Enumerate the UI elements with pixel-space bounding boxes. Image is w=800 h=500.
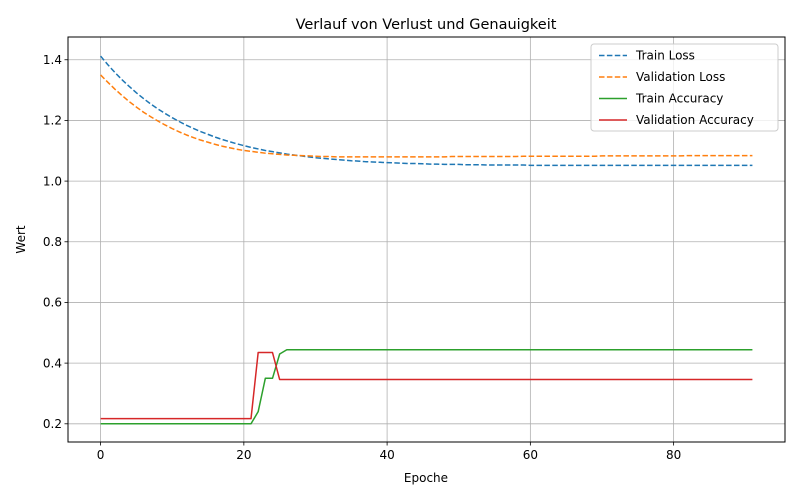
y-tick-label: 1.2 bbox=[43, 114, 62, 128]
y-tick-label: 0.6 bbox=[43, 296, 62, 310]
x-tick-label: 80 bbox=[666, 448, 681, 462]
chart-title: Verlauf von Verlust und Genauigkeit bbox=[296, 17, 557, 33]
x-tick-label: 60 bbox=[523, 448, 538, 462]
legend: Train Loss Validation Loss Train Accuracy V… bbox=[590, 43, 779, 132]
y-tick-label: 0.8 bbox=[43, 235, 62, 249]
legend-label: Validation Accuracy bbox=[636, 113, 754, 127]
series-line-train-loss bbox=[100, 55, 753, 167]
series-line-validation-accuracy bbox=[100, 351, 753, 420]
y-axis-label: Wert bbox=[14, 225, 28, 253]
x-tick-label: 20 bbox=[236, 448, 251, 462]
x-axis-label: Epoche bbox=[404, 471, 448, 485]
series-line-train-accuracy bbox=[100, 349, 753, 425]
y-tick-label: 1.4 bbox=[43, 53, 62, 67]
y-tick-label: 0.4 bbox=[43, 356, 62, 370]
legend-box bbox=[590, 43, 779, 132]
x-tick-label: 0 bbox=[97, 448, 105, 462]
y-tick-label: 0.2 bbox=[43, 417, 62, 431]
x-tick-label: 40 bbox=[379, 448, 394, 462]
legend-label: Train Accuracy bbox=[635, 92, 723, 106]
series-line-validation-loss bbox=[100, 74, 753, 158]
series-lines bbox=[100, 55, 753, 425]
legend-label: Validation Loss bbox=[636, 70, 725, 84]
plot-frame bbox=[67, 36, 786, 443]
y-tick-label: 1.0 bbox=[43, 174, 62, 188]
legend-label: Train Loss bbox=[635, 49, 695, 63]
axis-ticks: 0 20 40 60 80 0.2 0.4 0.6 0.8 1.0 1.2 1.4 bbox=[43, 53, 681, 462]
